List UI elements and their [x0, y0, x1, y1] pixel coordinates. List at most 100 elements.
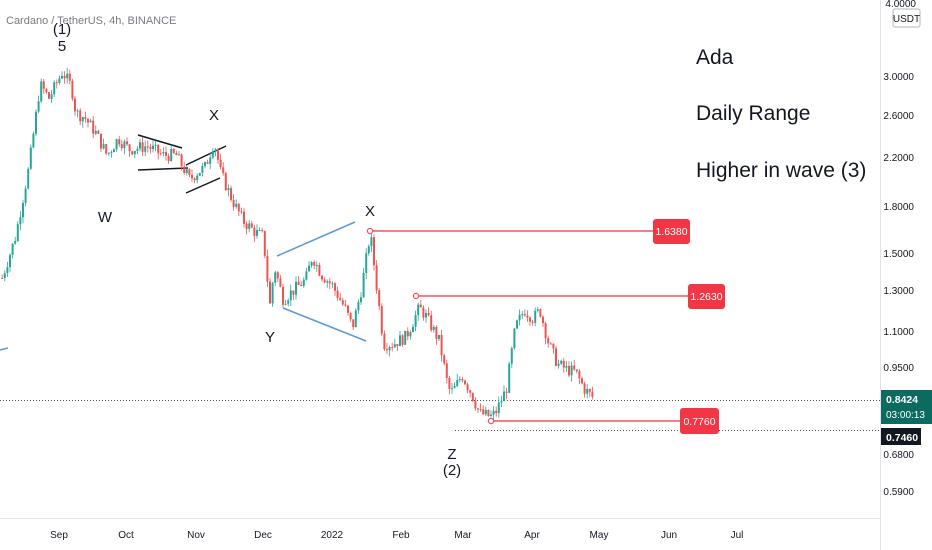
- candle-body: [547, 338, 550, 344]
- candle-body: [417, 304, 420, 316]
- candle-body: [188, 169, 191, 175]
- candle-body: [89, 120, 92, 123]
- candle-body: [503, 391, 505, 402]
- level-anchor-1638[interactable]: [366, 227, 374, 235]
- wave-label: X: [365, 203, 375, 220]
- candle-body: [1, 277, 4, 279]
- candle-body: [32, 133, 35, 148]
- candle-body: [451, 388, 453, 390]
- candle-body: [66, 73, 69, 79]
- triangle-upper-line-2[interactable]: [185, 145, 227, 166]
- candle-body: [214, 149, 217, 152]
- wave-label: X: [209, 107, 219, 124]
- candle-body: [11, 243, 14, 255]
- current-price-badge: 0.8424 03:00:13: [881, 390, 932, 424]
- candle-body: [313, 262, 316, 266]
- candle-body: [581, 378, 583, 384]
- candle-body: [120, 144, 123, 149]
- candle-body: [458, 379, 461, 381]
- candle-body: [224, 173, 227, 191]
- candle-body: [271, 282, 274, 304]
- candle-body: [87, 118, 89, 123]
- candle-body: [175, 152, 178, 156]
- candles[interactable]: [1, 67, 594, 421]
- candle-body: [326, 281, 329, 283]
- time-tick: Sep: [50, 530, 68, 541]
- time-tick: Oct: [118, 530, 134, 541]
- channel-edge-line[interactable]: [0, 347, 9, 351]
- candle-body: [453, 386, 456, 389]
- candle-body: [3, 273, 6, 278]
- candle-body: [193, 178, 196, 181]
- candle-body: [204, 162, 206, 166]
- level-badge-0776[interactable]: 0.7760: [680, 408, 719, 434]
- candle-body: [510, 348, 513, 364]
- triangle-lower-line[interactable]: [137, 167, 189, 171]
- candle-body: [578, 371, 581, 379]
- candle-body: [191, 174, 193, 179]
- level-lines[interactable]: [366, 227, 690, 425]
- candle-body: [92, 120, 95, 134]
- trendline-drawings[interactable]: [0, 134, 367, 351]
- level-anchor-1263[interactable]: [412, 292, 420, 300]
- candle-body: [126, 141, 128, 145]
- channel-upper-line[interactable]: [276, 221, 356, 257]
- candle-body: [536, 309, 539, 311]
- plot-area[interactable]: [0, 0, 880, 518]
- candle-body: [523, 314, 526, 316]
- candle-body: [243, 211, 245, 224]
- candle-body: [466, 384, 469, 391]
- candle-body: [500, 401, 503, 403]
- candle-body: [84, 117, 87, 119]
- channel-lower-line[interactable]: [282, 307, 367, 342]
- note-line: Ada: [696, 46, 734, 69]
- currency-badge[interactable]: USDT: [892, 8, 921, 28]
- time-tick: Feb: [392, 530, 410, 541]
- candle-body: [549, 343, 552, 345]
- candle-body: [414, 315, 417, 327]
- price-tick: 0.6800: [883, 450, 914, 461]
- candle-body: [165, 152, 167, 156]
- candle-body: [297, 281, 300, 285]
- candle-body: [118, 139, 121, 145]
- candle-body: [474, 401, 477, 409]
- candle-body: [139, 142, 141, 149]
- low-price-label: 0.7460: [886, 432, 918, 444]
- candle-body: [516, 320, 518, 329]
- candle-body: [315, 264, 318, 266]
- candle-body: [110, 152, 113, 154]
- candle-body: [266, 256, 269, 282]
- price-tick: 3.0000: [883, 72, 914, 83]
- candle-body: [149, 146, 152, 149]
- triangle-lower-line-2[interactable]: [185, 177, 221, 194]
- candle-body: [573, 365, 576, 370]
- time-axis[interactable]: Sep Oct Nov Dec 2022 Feb Mar Apr May Jun…: [50, 530, 743, 541]
- candle-body: [45, 88, 48, 93]
- candle-body: [409, 332, 412, 337]
- candle-body: [568, 366, 570, 376]
- level-badge-1638[interactable]: 1.6380: [653, 219, 690, 244]
- level-anchor-0776[interactable]: [487, 417, 495, 425]
- candle-body: [48, 92, 50, 99]
- candle-body: [287, 300, 290, 304]
- candle-body: [318, 264, 321, 276]
- candle-body: [222, 167, 225, 174]
- candle-body: [258, 230, 261, 232]
- triangle-upper-line[interactable]: [137, 134, 183, 149]
- level-badge-1263[interactable]: 1.2630: [688, 284, 725, 309]
- candle-body: [492, 410, 495, 415]
- candle-body: [570, 365, 573, 376]
- time-tick: Mar: [454, 530, 472, 541]
- candle-body: [430, 315, 433, 331]
- price-tick-top-cut: 4.0000: [885, 0, 916, 10]
- symbol-title: Cardano / TetherUS, 4h, BINANCE: [6, 15, 176, 27]
- candle-body: [425, 312, 427, 318]
- candle-body: [456, 380, 459, 387]
- price-axis[interactable]: 3.0000 2.6000 2.2000 1.8000 1.5000 1.300…: [883, 72, 914, 498]
- note-line: Higher in wave (3): [696, 159, 866, 182]
- low-price-badge: 0.7460: [881, 428, 921, 445]
- candle-body: [105, 144, 108, 154]
- candle-body: [518, 314, 521, 321]
- text-notes[interactable]: Ada Daily Range Higher in wave (3): [696, 46, 866, 182]
